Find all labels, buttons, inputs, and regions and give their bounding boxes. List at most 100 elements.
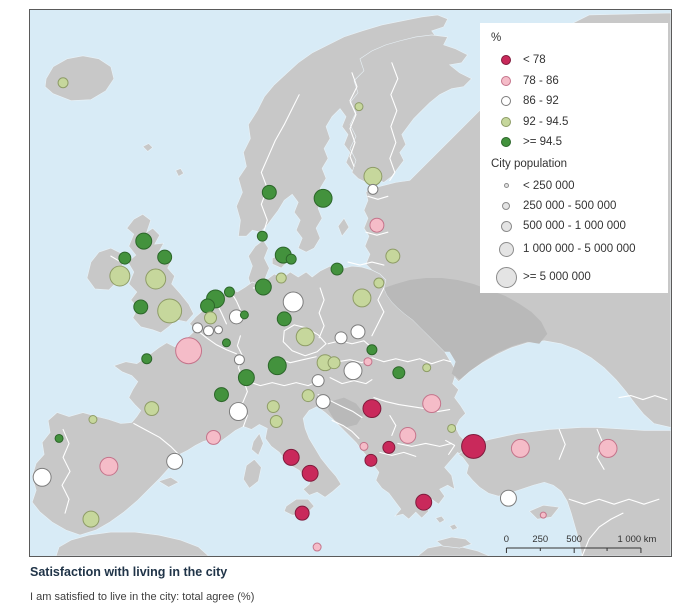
city-circle [315,394,331,410]
legend-percent-row: 92 - 94.5 [489,112,668,133]
legend-population-label: 500 000 - 1 000 000 [523,220,626,232]
city-circle [301,464,319,482]
legend-color-dot [501,96,511,107]
city-circle [359,441,369,451]
land-sardinia [243,458,262,489]
legend-population-title: City population [491,157,568,170]
land-dark-layer [328,278,548,428]
city-circle [363,166,383,186]
city-circle [269,415,283,428]
city-circle [135,232,153,250]
legend-percent-row: >= 94.5 [489,132,668,153]
land-shetland [175,168,185,177]
city-circle [598,438,618,458]
legend-population-row: >= 5 000 000 [489,262,668,293]
city-circle [200,298,215,314]
city-circle [385,248,401,264]
city-circle [334,331,348,345]
city-circle [461,433,487,459]
map-subtitle: I am satisfied to live in the city: tota… [30,591,255,603]
city-circle [239,310,249,320]
city-circle [364,453,378,467]
scale-bar-tick-label: 250 [532,534,548,545]
city-circle [295,327,315,347]
city-circle [266,400,280,414]
land-aegean-1 [435,515,446,524]
city-circle [311,374,325,388]
city-circle [261,184,277,200]
legend-population-circle [500,220,512,232]
legend-population-circle [502,201,510,210]
land-africa-west [55,531,209,556]
legend-percent-label: 78 - 86 [523,74,559,87]
legend-population-circle [495,266,517,288]
legend-color-dot [501,55,511,66]
city-circle [294,505,310,521]
legend-percent-label: >= 94.5 [523,136,563,149]
legend-percent-title: % [491,32,502,44]
city-circle [275,272,287,284]
legend-population-label: 1 000 000 - 5 000 000 [523,243,636,255]
legend-population-rows: < 250 000 250 000 - 500 000 500 000 - 1 00… [489,176,668,293]
city-circle [157,298,183,324]
city-circle [214,387,229,403]
city-circle [352,288,372,308]
city-circle [373,277,385,289]
city-circle [144,401,160,417]
city-circle [350,324,366,340]
city-circle [141,353,153,365]
legend-percent-rows: < 78 78 - 86 86 - 92 92 - 94.5 >= 94.5 [489,50,668,153]
city-circle [256,230,268,242]
legend-population-label: < 250 000 [523,179,575,192]
legend-percent-label: < 78 [523,54,546,67]
city-circle [367,183,379,195]
city-circle [32,467,52,487]
city-circle [254,278,272,296]
legend-box: % < 78 78 - 86 86 - 92 92 - 94.5 >= 94.5 Cit… [480,23,668,293]
land-bosnia [328,397,364,428]
city-circle [166,452,184,470]
city-circle [157,249,173,265]
city-circle [366,344,378,356]
city-circle [99,456,119,476]
city-circle [313,188,333,208]
city-circle [327,356,341,370]
city-circle [228,402,248,421]
legend-color-dot [501,116,511,127]
scale-bar: 0 250 500 1 000 km [504,534,657,554]
city-circle [109,265,131,287]
city-circle [510,438,530,458]
city-circle [382,440,396,454]
city-circle [118,251,132,265]
land-corsica [251,432,264,456]
city-circle [57,77,69,89]
land-faroes [142,143,154,152]
scale-bar-tick-label: 500 [566,534,582,545]
city-circle [282,448,300,466]
city-circle [422,394,442,414]
city-circle [233,354,245,366]
city-circle [133,299,149,315]
city-circle [285,253,297,265]
land-finland [349,34,473,183]
city-circle [399,426,417,444]
city-circle [422,363,432,373]
city-circle [223,286,235,298]
legend-population-label: >= 5 000 000 [523,271,591,283]
legend-population-row: < 250 000 [489,176,668,196]
legend-population-circle [503,183,509,188]
legend-percent-row: 78 - 86 [489,71,668,92]
legend-percent-row: 86 - 92 [489,91,668,112]
land-crete [436,536,473,549]
scale-bar-tick-label: 0 [504,534,509,545]
city-circle [312,542,322,552]
city-circle [343,361,363,381]
city-circle [362,399,382,419]
legend-population-label: 250 000 - 500 000 [523,199,617,212]
land-gotland [337,217,350,237]
city-circle [54,433,64,443]
city-circle [276,311,292,327]
city-circle [301,389,315,403]
city-circle [206,429,221,445]
city-circle [392,366,406,380]
